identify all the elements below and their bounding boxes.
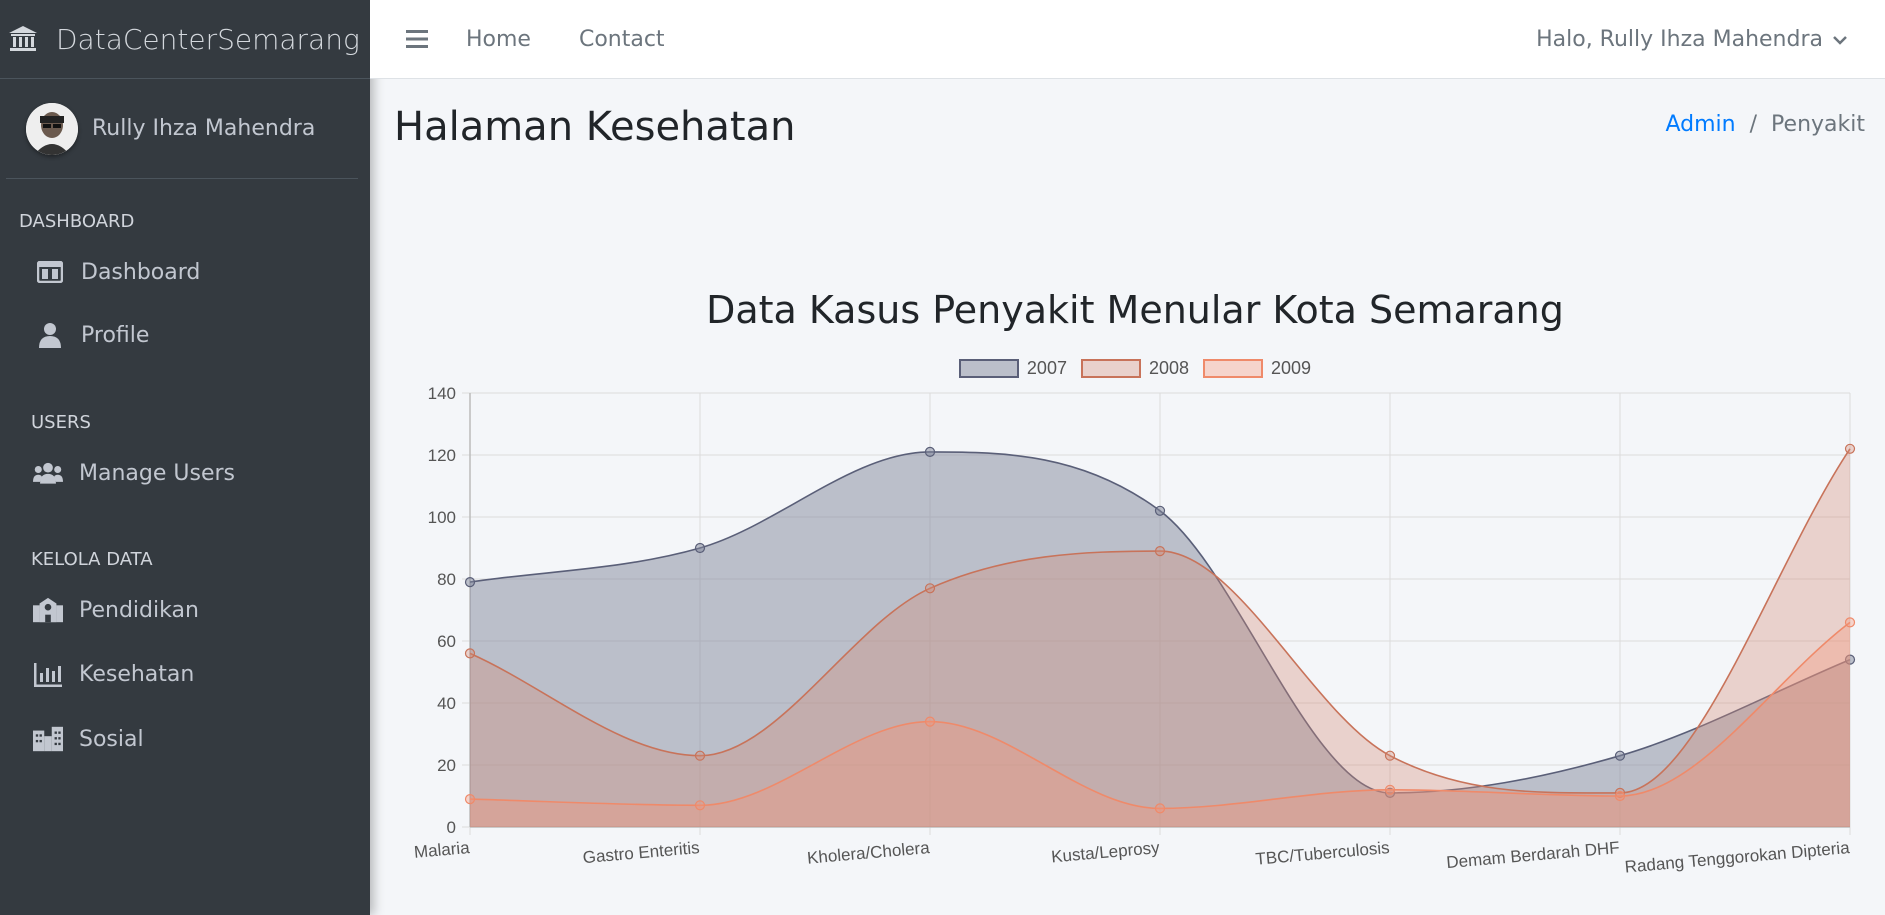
y-tick-label: 140 [428, 384, 456, 403]
sidebar-item-label: Manage Users [79, 460, 235, 486]
sidebar-item-sosial[interactable]: Sosial [0, 707, 370, 771]
series-line-2008 [469, 448, 1851, 794]
data-point [464, 793, 476, 805]
avatar[interactable] [26, 102, 78, 155]
legend-label: 2007 [1026, 358, 1067, 378]
sidebar-item-pendidikan[interactable]: Pendidikan [0, 578, 370, 642]
data-point [1154, 505, 1166, 516]
city-icon [33, 725, 63, 753]
legend-swatch [1080, 359, 1141, 378]
legend-swatch [1203, 359, 1264, 378]
breadcrumb-separator: / [1749, 112, 1758, 137]
user-icon [35, 321, 65, 349]
legend-label: 2009 [1271, 358, 1312, 378]
legend-item[interactable]: 2007 [958, 358, 1067, 379]
user-name[interactable]: Rully Ihza Mahendra [92, 116, 316, 141]
series-area-2007 [470, 451, 1850, 827]
sidebar-item-label: Profile [81, 322, 150, 348]
x-tick-label: Kholera/Cholera [806, 838, 931, 868]
data-point [924, 583, 936, 594]
x-tick-label: Kusta/Leprosy [1050, 838, 1160, 866]
chart-container: Data Kasus Penyakit Menular Kota Semaran… [400, 270, 1870, 915]
chart-title: Data Kasus Penyakit Menular Kota Semaran… [706, 288, 1564, 332]
nav-header-dashboard: DASHBOARD [19, 211, 135, 232]
x-tick-label: TBC/Tuberculosis [1255, 838, 1391, 869]
user-dropdown[interactable]: Halo, Rully Ihza Mahendra [1536, 0, 1847, 79]
y-tick-label: 60 [437, 632, 456, 651]
data-point [1844, 654, 1856, 665]
data-point [1844, 443, 1856, 454]
data-point [1154, 803, 1166, 814]
legend-item[interactable]: 2008 [1080, 358, 1190, 379]
x-tick-label: Demam Berdarah DHF [1446, 838, 1621, 872]
data-point [924, 716, 936, 727]
legend-item[interactable]: 2009 [1203, 358, 1311, 379]
data-point [1844, 617, 1856, 628]
data-point [924, 446, 936, 457]
x-tick-label: Malaria [413, 838, 471, 862]
y-tick-label: 120 [428, 446, 456, 465]
breadcrumb: Admin / Penyakit [1666, 112, 1866, 137]
top-navbar: Home Contact Halo, Rully Ihza Mahendra [370, 0, 1885, 79]
columns-icon [35, 258, 65, 286]
y-tick-label: 80 [437, 570, 456, 589]
users-icon [33, 459, 63, 487]
series-area-2008 [470, 448, 1850, 827]
data-point [1614, 750, 1626, 761]
page-title: Halaman Kesehatan [394, 104, 796, 150]
y-tick-label: 100 [428, 508, 456, 527]
sidebar-item-label: Dashboard [81, 259, 201, 285]
chevron-down-icon [1833, 35, 1847, 45]
school-icon [33, 596, 63, 624]
sidebar-item-label: Kesehatan [79, 662, 195, 687]
sidebar-item-dashboard[interactable]: Dashboard [0, 240, 370, 304]
sidebar: DataCenterSemarang Rully Ihza Mahendra D… [0, 0, 370, 915]
data-point [1384, 787, 1396, 799]
breadcrumb-link-admin[interactable]: Admin [1665, 112, 1736, 137]
y-tick-label: 0 [447, 818, 456, 837]
sidebar-item-label: Pendidikan [79, 597, 199, 623]
landmark-icon [9, 26, 37, 51]
x-tick-label: Gastro Enteritis [582, 838, 700, 867]
menu-toggle-icon[interactable] [406, 29, 430, 49]
nav-link-contact[interactable]: Contact [578, 26, 665, 52]
brand-link[interactable]: DataCenterSemarang [0, 0, 370, 79]
data-point [464, 577, 476, 588]
y-tick-label: 20 [437, 756, 456, 775]
nav-header-users: USERS [31, 412, 91, 433]
data-point [694, 750, 706, 761]
brand-name: DataCenterSemarang [56, 22, 360, 56]
data-point [694, 800, 706, 811]
data-point [1614, 790, 1626, 802]
nav-link-home[interactable]: Home [466, 26, 531, 52]
data-point [464, 648, 476, 659]
legend-swatch [958, 359, 1019, 378]
data-point [694, 542, 706, 554]
greeting-text: Halo, Rully Ihza Mahendra [1536, 27, 1823, 52]
sidebar-item-kesehatan[interactable]: Kesehatan [0, 642, 370, 707]
y-tick-label: 40 [437, 694, 456, 713]
data-point [1154, 546, 1166, 557]
sidebar-item-label: Sosial [79, 726, 144, 752]
nav-header-kelola-data: KELOLA DATA [31, 549, 153, 570]
sidebar-item-manage-users[interactable]: Manage Users [0, 441, 370, 505]
chart-bar-icon [33, 661, 63, 689]
data-point [1614, 787, 1626, 799]
chart-legend: 2007 2008 2009 [400, 358, 1870, 379]
chart-plot: 0 20 40 60 80 100 120 140 Malaria Gastro Enteriti… [413, 384, 1856, 877]
x-tick-label: Radang Tenggorokan Dipteria [1624, 838, 1851, 877]
legend-label: 2008 [1148, 358, 1190, 378]
series-area-2009 [470, 622, 1850, 827]
breadcrumb-current: Penyakit [1771, 112, 1865, 137]
sidebar-item-profile[interactable]: Profile [0, 302, 370, 368]
data-point [1384, 784, 1396, 795]
user-panel[interactable]: Rully Ihza Mahendra [6, 79, 358, 179]
data-point [1384, 750, 1396, 761]
